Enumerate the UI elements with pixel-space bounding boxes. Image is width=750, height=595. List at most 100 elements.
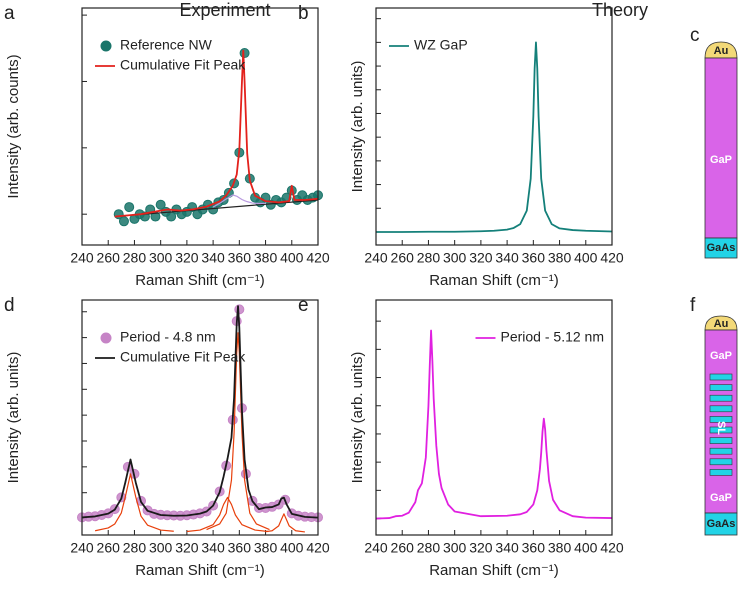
chart-title: Experiment <box>179 0 270 20</box>
sl-stripe <box>709 394 733 402</box>
layer-label: GaAs <box>707 518 736 530</box>
y-axis-label: Intensity (arb. units) <box>5 352 22 484</box>
data-point <box>234 304 245 315</box>
x-tick-label: 300 <box>443 540 467 556</box>
legend-label: Cumulative Fit Peak <box>120 57 246 73</box>
x-tick-label: 240 <box>70 540 94 556</box>
x-axis-label: Raman Shift (cm⁻¹) <box>429 562 559 579</box>
panel-letter: c <box>690 25 700 46</box>
gaas-base <box>704 512 738 536</box>
data-point <box>124 202 135 213</box>
data-line <box>376 41 613 233</box>
chart-title: Theory <box>592 0 648 20</box>
panel-letter: d <box>4 295 15 316</box>
data-point <box>155 199 166 210</box>
x-tick-label: 400 <box>280 540 304 556</box>
plot-frame <box>375 7 613 246</box>
diagram-f: f Au GaP SL GaP GaAs <box>690 295 738 536</box>
x-tick-label: 360 <box>522 250 546 266</box>
x-tick-label: 320 <box>175 250 199 266</box>
x-tick-label: 300 <box>149 250 173 266</box>
x-tick-label: 400 <box>574 540 598 556</box>
layer-label: Au <box>714 318 729 330</box>
x-axis-label: Raman Shift (cm⁻¹) <box>135 272 265 289</box>
x-tick-label: 300 <box>149 540 173 556</box>
gaas-base <box>704 237 738 259</box>
sl-stripe <box>709 373 733 381</box>
layer-label: SL <box>715 421 727 435</box>
data-line <box>114 199 319 218</box>
x-tick-label: 280 <box>123 250 147 266</box>
sl-stripe <box>709 469 733 476</box>
y-axis-label: Intensity (arb. counts) <box>5 54 22 198</box>
sl-stripe <box>709 426 733 434</box>
panel-letter: a <box>4 3 15 24</box>
x-tick-label: 400 <box>574 250 598 266</box>
y-axis-label: Intensity (arb. units) <box>349 61 366 193</box>
x-tick-label: 380 <box>254 250 278 266</box>
x-tick-label: 360 <box>228 540 252 556</box>
x-tick-label: 420 <box>600 540 624 556</box>
x-tick-label: 340 <box>495 540 519 556</box>
data-point <box>118 216 129 227</box>
x-tick-label: 380 <box>548 540 572 556</box>
x-tick-label: 260 <box>391 250 415 266</box>
x-tick-label: 420 <box>600 250 624 266</box>
x-tick-label: 240 <box>70 250 94 266</box>
sl-stripe <box>709 447 733 455</box>
x-axis-label: Raman Shift (cm⁻¹) <box>429 272 559 289</box>
layer-label: GaP <box>710 492 732 504</box>
layer-label: GaP <box>710 350 732 362</box>
plot-frame <box>375 299 613 536</box>
x-tick-label: 260 <box>97 250 121 266</box>
x-tick-label: 320 <box>175 540 199 556</box>
layer-label: Au <box>714 45 729 57</box>
x-tick-label: 360 <box>522 540 546 556</box>
x-tick-label: 420 <box>306 250 330 266</box>
x-tick-label: 320 <box>469 250 493 266</box>
y-axis-label: Intensity (arb. units) <box>349 352 366 484</box>
x-tick-label: 380 <box>548 250 572 266</box>
x-tick-label: 280 <box>417 250 441 266</box>
x-tick-label: 320 <box>469 540 493 556</box>
plot-frame <box>81 299 319 536</box>
data-line <box>94 473 174 532</box>
legend-label: Cumulative Fit Peak <box>120 349 246 365</box>
layer-label: GaP <box>710 154 732 166</box>
x-tick-label: 380 <box>254 540 278 556</box>
sl-stripe <box>709 458 733 466</box>
gap-rod <box>704 57 738 239</box>
sl-stripe <box>709 384 733 391</box>
x-tick-label: 400 <box>280 250 304 266</box>
legend-marker <box>100 40 112 52</box>
x-tick-label: 340 <box>495 250 519 266</box>
sl-stripe <box>709 437 733 444</box>
sl-stripe <box>709 405 733 413</box>
plot-frame <box>81 7 319 246</box>
x-tick-label: 340 <box>201 250 225 266</box>
data-line <box>114 49 319 218</box>
gold-cap <box>704 41 738 59</box>
legend-label: WZ GaP <box>414 37 468 53</box>
x-tick-label: 300 <box>443 250 467 266</box>
legend-label: Period - 4.8 nm <box>120 329 216 345</box>
data-line <box>186 496 269 533</box>
plot: d 240 260 280 300 320 340 360 380 400 420 Raman Shi… <box>4 295 330 579</box>
sl-stripe <box>709 416 733 423</box>
panel-letter: b <box>298 3 309 24</box>
layer-label: GaAs <box>707 242 736 254</box>
x-tick-label: 260 <box>97 540 121 556</box>
x-tick-label: 420 <box>306 540 330 556</box>
x-axis-label: Raman Shift (cm⁻¹) <box>135 562 265 579</box>
data-line <box>212 194 266 208</box>
x-tick-label: 280 <box>417 540 441 556</box>
x-tick-label: 360 <box>228 250 252 266</box>
x-tick-label: 280 <box>123 540 147 556</box>
data-line <box>375 329 613 520</box>
x-tick-label: 240 <box>364 250 388 266</box>
data-line <box>81 305 319 519</box>
x-tick-label: 260 <box>391 540 415 556</box>
